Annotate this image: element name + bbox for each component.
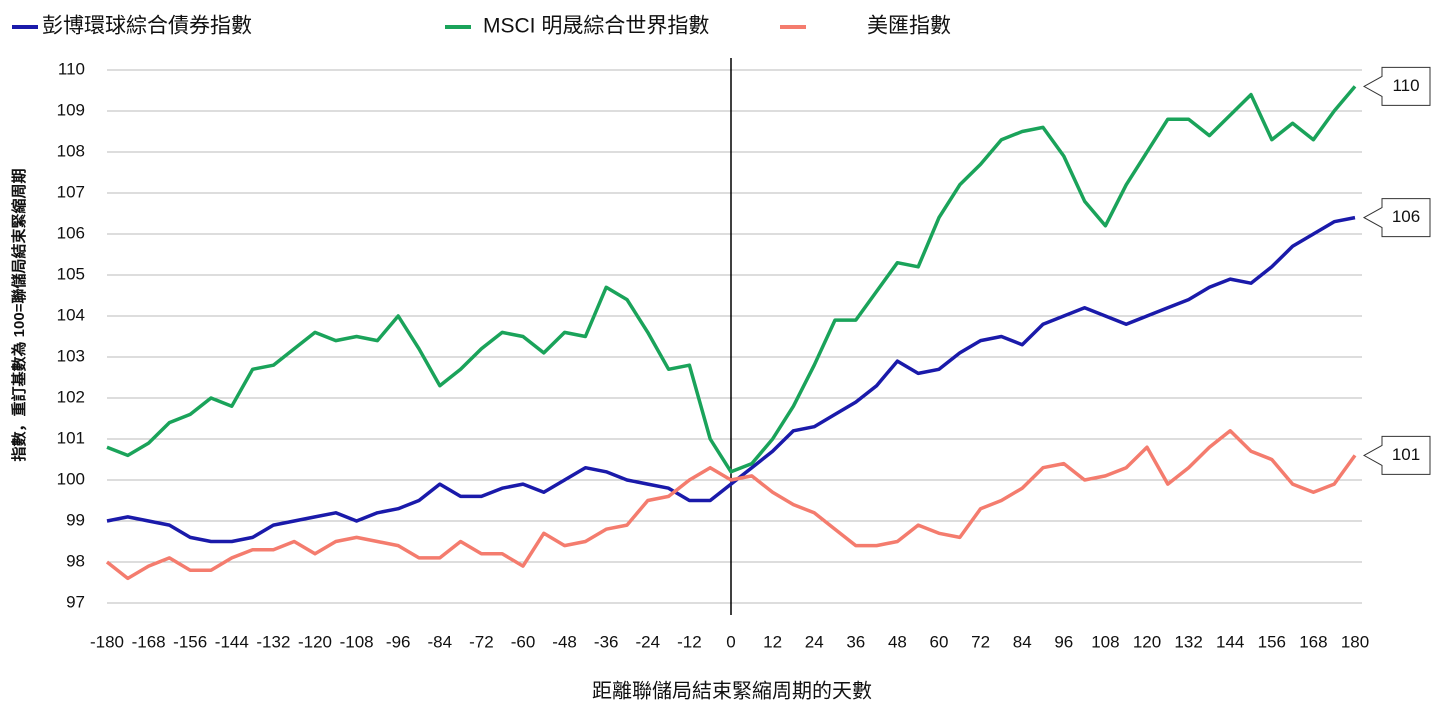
y-tick-label: 97 [66,592,85,611]
x-tick-label: -108 [340,632,374,651]
series-line [106,215,1356,544]
y-tick-label: 107 [57,182,85,201]
x-tick-label: -12 [677,632,702,651]
y-tick-label: 98 [66,551,85,570]
y-tick-label: 102 [57,387,85,406]
x-tick-label: -168 [132,632,166,651]
x-tick-label: -24 [636,632,661,651]
x-tick-label: 180 [1341,632,1369,651]
x-tick-label: -144 [215,632,249,651]
x-tick-label: -96 [386,632,411,651]
x-tick-label: -120 [298,632,332,651]
x-tick-label: -156 [173,632,207,651]
y-tick-label: 106 [57,223,85,242]
x-tick-label: -180 [90,632,124,651]
end-callout [1362,435,1431,475]
x-tick-label: 0 [726,632,735,651]
y-tick-label: 110 [58,59,85,78]
x-tick-label: 156 [1258,632,1286,651]
y-tick-label: 109 [57,100,85,119]
x-tick-label: 12 [763,632,782,651]
x-tick-label: -36 [594,632,619,651]
y-tick-label: 99 [66,510,85,529]
x-tick-label: 108 [1091,632,1119,651]
x-tick-label: 120 [1133,632,1161,651]
legend-label: MSCI 明晟綜合世界指數 [483,15,709,38]
y-tick-label: 103 [57,346,85,365]
end-callout [1362,198,1431,238]
x-tick-label: 84 [1013,632,1032,651]
x-tick-label: 60 [930,632,949,651]
y-tick-label: 101 [57,428,85,447]
x-tick-label: 96 [1054,632,1073,651]
x-tick-label: 144 [1216,632,1244,651]
x-axis-label: 距離聯儲局結束緊縮周期的天數 [592,679,872,702]
series-line [105,429,1357,581]
y-tick-label: 104 [57,305,85,324]
series-line [106,85,1357,474]
legend-label: 彭博環球綜合債券指數 [42,15,252,38]
y-tick-label: 100 [57,469,85,488]
x-tick-label: 24 [805,632,824,651]
x-tick-label: -48 [552,632,577,651]
x-tick-label: 168 [1299,632,1327,651]
legend-label: 美匯指數 [867,15,951,38]
y-tick-label: 105 [57,264,85,283]
y-tick-label: 108 [57,141,85,160]
x-tick-label: -60 [511,632,536,651]
end-label: 101 [1392,445,1420,464]
x-tick-label: 132 [1174,632,1202,651]
x-tick-label: 48 [888,632,907,651]
x-tick-label: 36 [846,632,865,651]
end-label: 110 [1392,76,1419,95]
x-tick-label: 72 [971,632,990,651]
y-axis-label: 指數，重訂基數為 100=聯儲局結束緊縮周期 [10,169,28,462]
x-tick-label: -84 [428,632,453,651]
x-tick-label: -72 [469,632,494,651]
end-callout [1362,66,1431,106]
x-tick-label: -132 [256,632,290,651]
end-label: 106 [1392,207,1420,226]
